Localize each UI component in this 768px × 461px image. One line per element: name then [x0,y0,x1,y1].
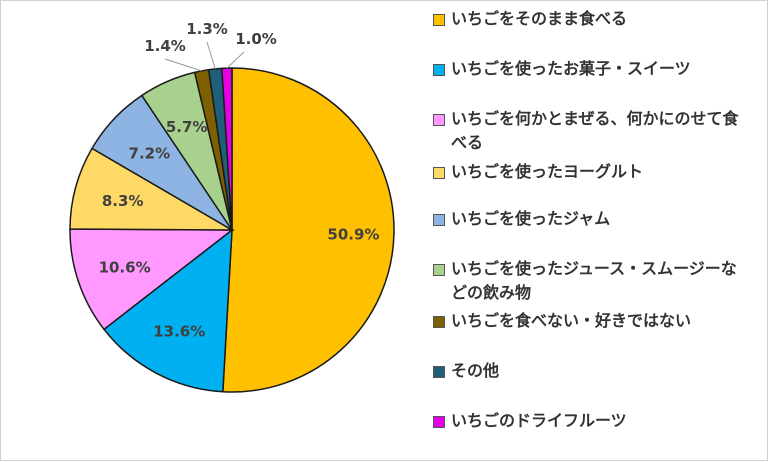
data-label-4: 8.3% [102,192,144,210]
pie-slice-3 [69,228,235,331]
leader-line-8 [206,41,216,70]
data-label-1: 50.9% [327,225,379,243]
legend-swatch-4 [433,167,445,179]
data-label-9: 1.0% [235,30,277,48]
legend-item-2: いちごを使ったお菓子・スイーツ [433,57,751,81]
pie-slice-1 [222,67,395,393]
legend-item-4: いちごを使ったヨーグルト [433,160,751,184]
data-label-8: 1.3% [186,20,228,38]
legend-swatch-6 [433,264,445,276]
legend-label-1: いちごをそのまま食べる [451,9,628,28]
data-label-2: 13.6% [153,322,205,340]
data-label-6: 5.7% [166,118,208,136]
legend-label-9: いちごのドライフルーツ [451,411,627,430]
legend-item-5: いちごを使ったジャム [433,207,751,231]
legend-label-8: その他 [451,361,500,380]
legend-swatch-2 [433,64,445,76]
leader-line-9 [226,51,245,69]
pie-slice-2 [102,228,233,393]
data-label-5: 7.2% [129,144,171,162]
legend-swatch-7 [433,316,445,328]
legend-item-3: いちごを何かとまぜる、何かにのせて食べる [433,107,751,155]
legend-label-4: いちごを使ったヨーグルト [451,162,644,181]
legend-label-7: いちごを食べない・好きではない [451,311,692,330]
legend-item-7: いちごを食べない・好きではない [433,309,751,333]
legend-swatch-3 [433,114,445,126]
legend-item-6: いちごを使ったジュース・スムージーなどの飲み物 [433,257,751,305]
legend-swatch-5 [433,214,445,226]
legend-swatch-8 [433,366,445,378]
legend-label-6: いちごを使ったジュース・スムージーなどの飲み物 [451,259,737,302]
pie-chart: 50.9% 13.6% 10.6% 8.3% 7.2% 5.7% 1.4%1.3% 1.0% [69,20,395,393]
legend-swatch-9 [433,416,445,428]
legend-label-2: いちごを使ったお菓子・スイーツ [451,59,691,78]
legend-label-3: いちごを何かとまぜる、何かにのせて食べる [451,109,739,152]
legend-item-8: その他 [433,359,751,383]
legend-label-5: いちごを使ったジャム [451,209,611,228]
legend-item-9: いちごのドライフルーツ [433,409,751,433]
leader-line-7 [164,58,202,72]
legend-swatch-1 [433,14,445,26]
data-label-3: 10.6% [99,258,151,276]
data-label-7: 1.4% [144,37,186,55]
legend-item-1: いちごをそのまま食べる [433,7,751,31]
